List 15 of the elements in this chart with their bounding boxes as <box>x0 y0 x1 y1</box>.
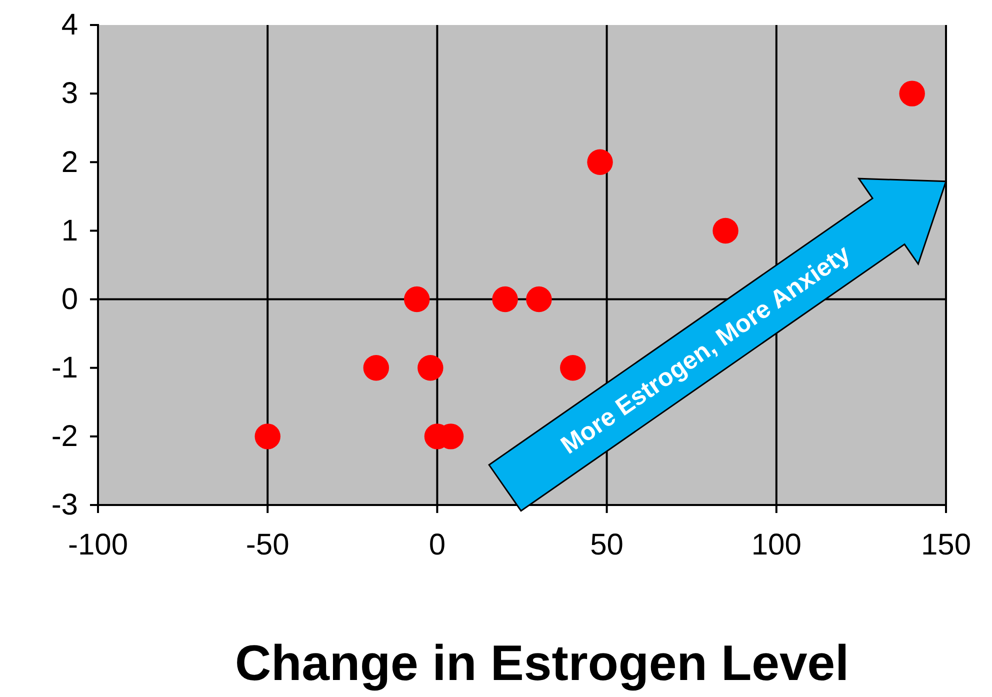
y-tick-label: -3 <box>51 488 78 522</box>
x-tick-label: -100 <box>68 528 128 562</box>
x-tick-label: 150 <box>920 528 972 562</box>
x-tick-label: -50 <box>246 528 290 562</box>
y-tick-label: 4 <box>61 8 78 42</box>
x-tick-label: 50 <box>590 528 624 562</box>
y-tick-label: 0 <box>61 282 78 316</box>
y-tick-label: 3 <box>61 77 78 110</box>
y-tick-label: 1 <box>61 214 78 248</box>
y-tick-label: 2 <box>61 146 78 179</box>
y-tick-label: -1 <box>51 351 78 384</box>
x-axis-title: Change in Estrogen Level <box>234 635 850 691</box>
x-tick-label: 0 <box>428 528 446 562</box>
y-tick-label: -2 <box>51 420 78 454</box>
x-tick-label: 100 <box>751 528 802 562</box>
